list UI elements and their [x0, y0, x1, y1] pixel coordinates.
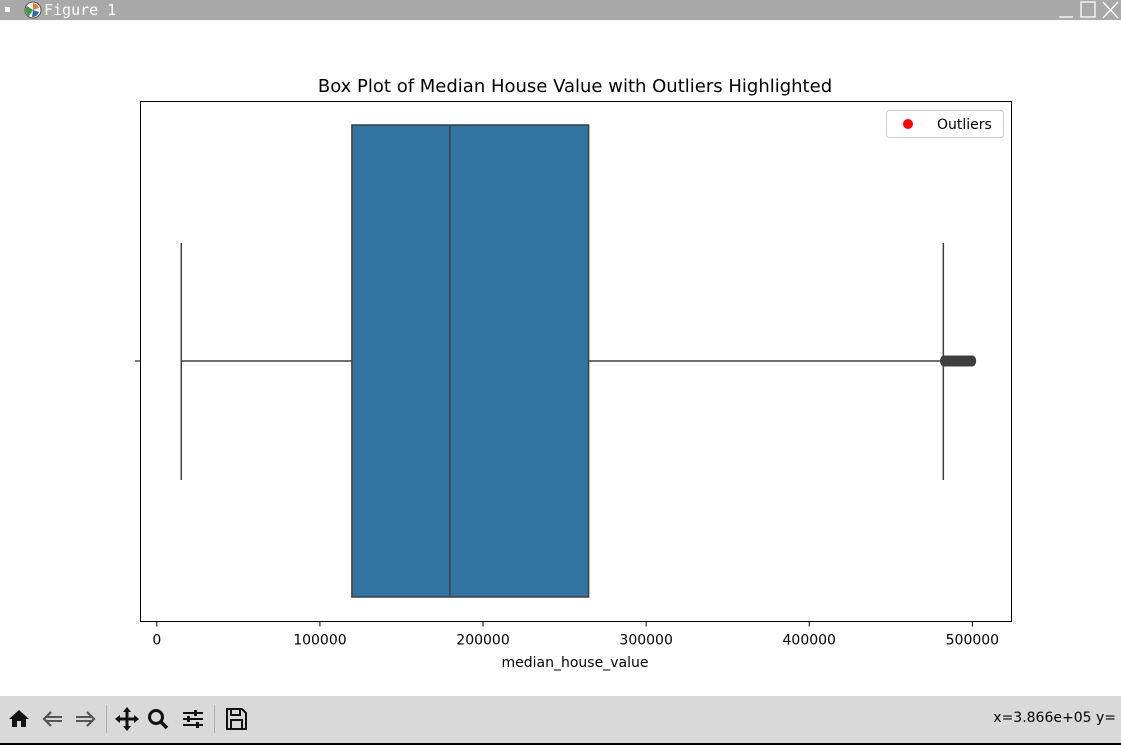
minimize-icon[interactable]	[1056, 0, 1076, 20]
arrow-right-icon	[76, 711, 96, 727]
legend-box	[886, 110, 1004, 138]
x-axis: 0 100000 200000 300000 400000 500000	[152, 621, 999, 649]
window-title: Figure 1	[44, 1, 117, 19]
x-axis-label: median_house_value	[502, 655, 649, 671]
configure-subplots-button[interactable]	[180, 706, 206, 732]
outlier-point	[968, 355, 977, 367]
x-tick-label: 200000	[456, 633, 509, 649]
legend-label-outliers: Outliers	[937, 117, 992, 133]
toolbar-separator	[214, 705, 215, 733]
x-tick-label: 300000	[619, 633, 672, 649]
matplotlib-icon	[24, 1, 42, 19]
x-tick-label: 0	[152, 633, 161, 649]
figure-canvas[interactable]: Box Plot of Median House Value with Outl…	[0, 20, 1121, 696]
plot-frame	[140, 101, 1012, 622]
sliders-icon	[183, 710, 203, 728]
floppy-disk-icon	[226, 708, 247, 730]
back-button[interactable]	[40, 706, 66, 732]
home-button[interactable]	[6, 706, 32, 732]
navigation-toolbar: x=3.866e+05 y=	[0, 696, 1121, 745]
cursor-coordinates: x=3.866e+05 y=	[993, 710, 1116, 726]
save-button[interactable]	[223, 706, 249, 732]
legend-marker-outliers	[903, 119, 913, 129]
toolbar-separator	[106, 705, 107, 733]
outlier-points	[940, 355, 977, 367]
forward-button[interactable]	[72, 706, 98, 732]
chart-title: Box Plot of Median House Value with Outl…	[318, 76, 832, 97]
home-icon	[9, 710, 29, 727]
zoom-button[interactable]	[145, 706, 171, 732]
move-icon	[115, 707, 139, 731]
x-tick-label: 500000	[946, 633, 999, 649]
maximize-icon[interactable]	[1078, 0, 1098, 20]
x-tick-label: 400000	[783, 633, 836, 649]
pan-button[interactable]	[114, 706, 140, 732]
x-tick-label: 100000	[293, 633, 346, 649]
close-icon[interactable]	[1100, 0, 1120, 20]
window-menu-icon[interactable]	[5, 7, 10, 12]
window-titlebar: Figure 1	[0, 0, 1121, 20]
magnifier-icon	[148, 709, 169, 730]
legend: Outliers	[886, 110, 1004, 138]
box-plot-chart: Box Plot of Median House Value with Outl…	[135, 76, 1012, 671]
iqr-box	[351, 124, 590, 598]
arrow-left-icon	[42, 711, 62, 727]
